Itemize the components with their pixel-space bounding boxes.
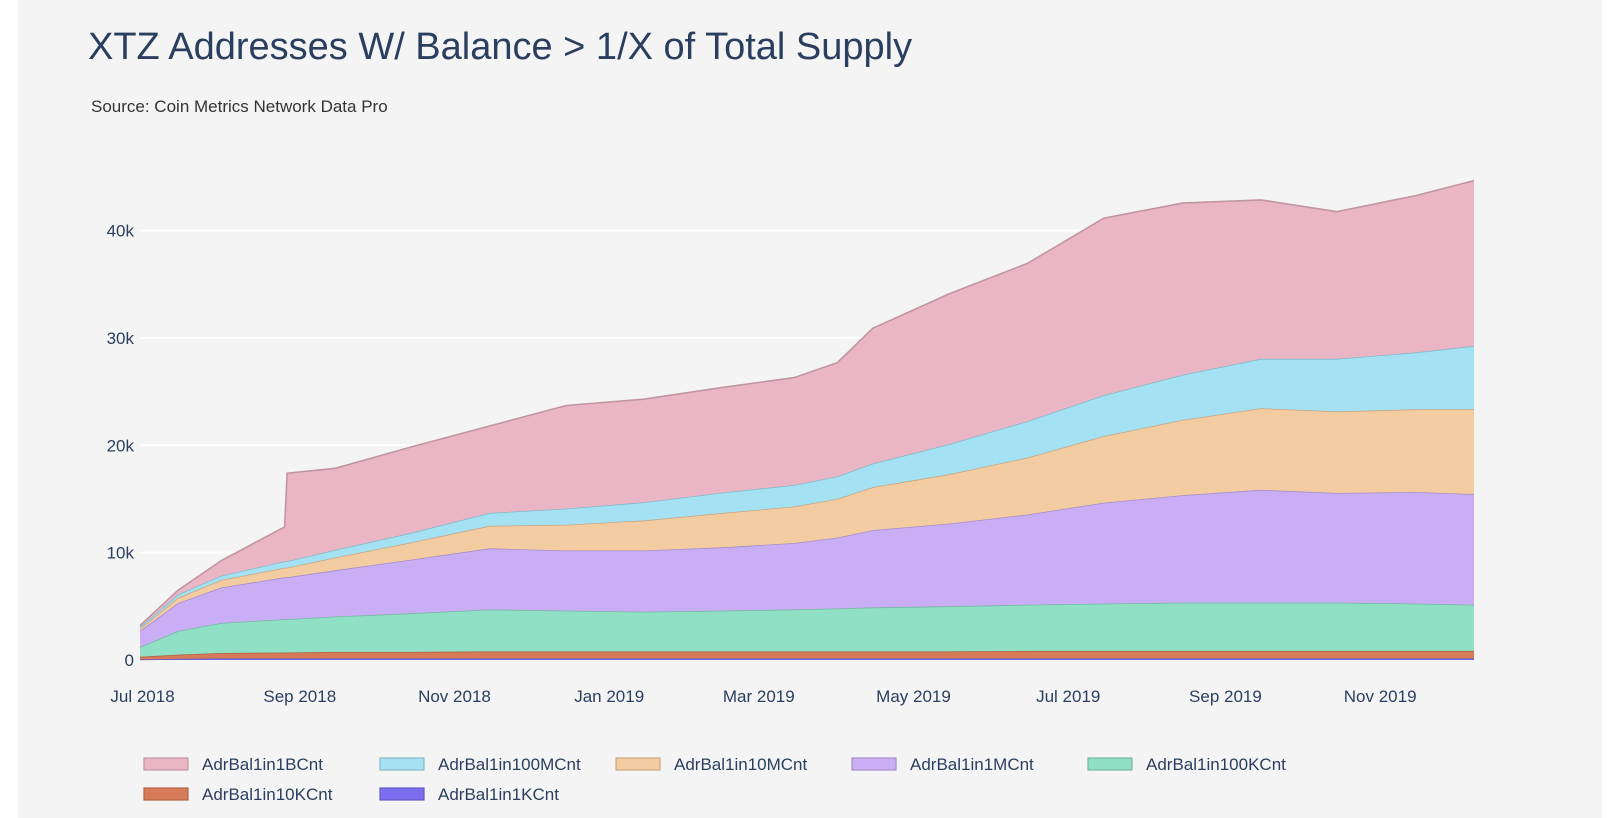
y-tick-label: 20k xyxy=(107,436,135,455)
area-AdrBal1in100KCnt xyxy=(140,602,1474,657)
legend-label-AdrBal1in100MCnt: AdrBal1in100MCnt xyxy=(438,755,581,774)
x-tick-label: Mar 2019 xyxy=(723,687,795,706)
legend-swatch-AdrBal1in10MCnt xyxy=(615,757,661,771)
x-tick-label: Sep 2019 xyxy=(1189,687,1262,706)
legend-swatch-AdrBal1in100MCnt xyxy=(379,757,425,771)
x-tick-label: Jan 2019 xyxy=(574,687,644,706)
y-tick-label: 40k xyxy=(107,222,135,241)
x-tick-label: Sep 2018 xyxy=(263,687,336,706)
area-AdrBal1in1BCnt xyxy=(140,180,1474,628)
legend-label-AdrBal1in10MCnt: AdrBal1in10MCnt xyxy=(674,755,808,774)
area-AdrBal1in1MCnt xyxy=(140,489,1474,648)
legend-swatch-AdrBal1in1KCnt xyxy=(379,787,425,801)
chart-title: XTZ Addresses W/ Balance > 1/X of Total … xyxy=(88,26,913,68)
legend-label-AdrBal1in10KCnt: AdrBal1in10KCnt xyxy=(202,785,333,804)
x-tick-label: Jul 2019 xyxy=(1036,687,1100,706)
x-tick-label: Nov 2018 xyxy=(418,687,491,706)
legend-swatch-AdrBal1in100KCnt xyxy=(1087,757,1133,771)
legend-label-AdrBal1in1BCnt: AdrBal1in1BCnt xyxy=(202,755,323,774)
legend-swatch-AdrBal1in1BCnt xyxy=(143,757,189,771)
chart-subtitle: Source: Coin Metrics Network Data Pro xyxy=(91,97,388,116)
x-tick-label: Nov 2019 xyxy=(1344,687,1417,706)
legend-swatch-AdrBal1in10KCnt xyxy=(143,787,189,801)
legend-label-AdrBal1in1MCnt: AdrBal1in1MCnt xyxy=(910,755,1034,774)
line-AdrBal1in1BCnt xyxy=(139,179,1475,627)
area-AdrBal1in10KCnt xyxy=(140,650,1474,660)
legend-label-AdrBal1in100KCnt: AdrBal1in100KCnt xyxy=(1146,755,1286,774)
y-tick-label: 10k xyxy=(107,544,135,563)
legend-swatch-AdrBal1in1MCnt xyxy=(851,757,897,771)
y-tick-label: 0 xyxy=(125,651,134,670)
area-AdrBal1in100MCnt xyxy=(140,345,1474,629)
area-AdrBal1in10MCnt xyxy=(140,408,1474,631)
x-tick-label: May 2019 xyxy=(876,687,951,706)
x-tick-label: Jul 2018 xyxy=(110,687,174,706)
legend-label-AdrBal1in1KCnt: AdrBal1in1KCnt xyxy=(438,785,559,804)
y-tick-label: 30k xyxy=(107,329,135,348)
